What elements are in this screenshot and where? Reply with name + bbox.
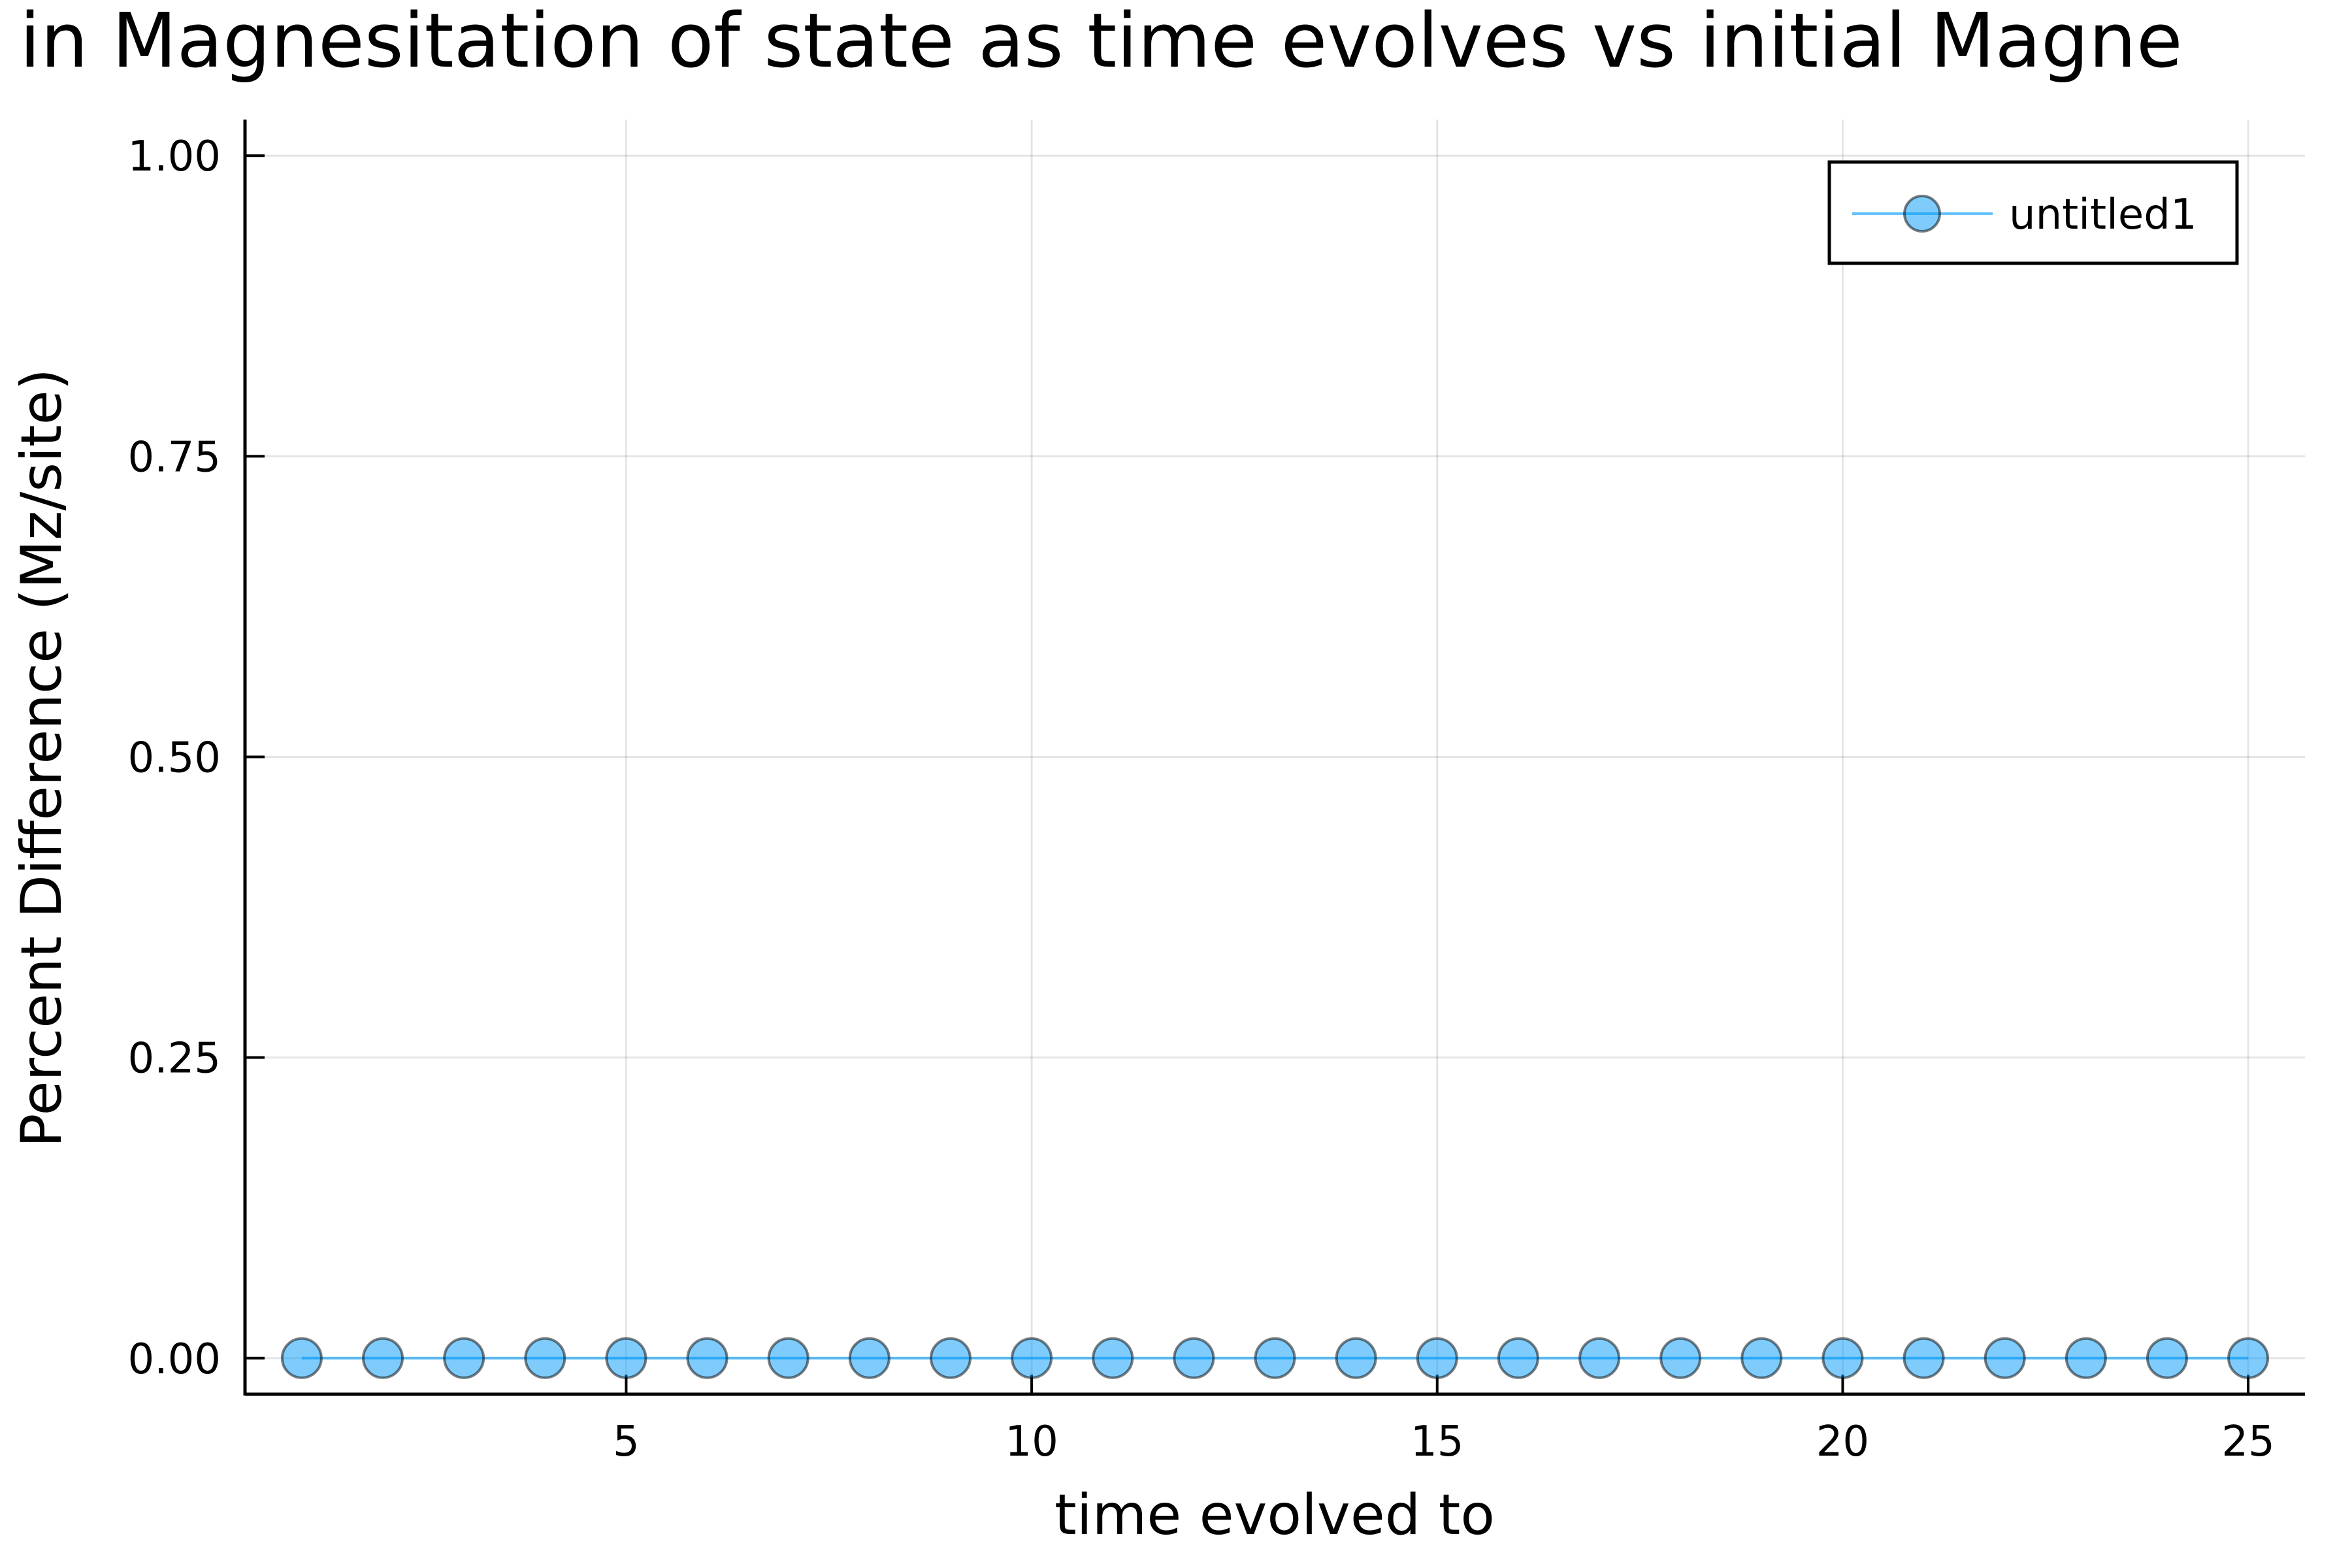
data-point — [767, 1337, 809, 1379]
data-point — [1659, 1337, 1702, 1379]
data-point — [2227, 1337, 2270, 1379]
data-point — [929, 1337, 972, 1379]
data-point — [1335, 1337, 1377, 1379]
y-tick-label: 0.50 — [128, 734, 221, 783]
data-point — [1497, 1337, 1539, 1379]
data-point — [2146, 1337, 2188, 1379]
legend-marker-swatch — [1903, 195, 1941, 233]
data-point — [1903, 1337, 1945, 1379]
chart-title: in Magnesitation of state as time evolve… — [20, 0, 2183, 85]
x-tick-label: 10 — [1005, 1418, 1058, 1466]
data-point — [605, 1337, 647, 1379]
data-point — [1092, 1337, 1134, 1379]
data-point — [1416, 1337, 1458, 1379]
legend: untitled1 — [1827, 160, 2239, 265]
ticks-layer: 5 10 15 20 25 0.00 0.25 0.50 0.75 1.00 — [128, 133, 2275, 1466]
data-point — [848, 1337, 890, 1379]
data-point — [1984, 1337, 2026, 1379]
y-tick-label: 1.00 — [128, 133, 221, 181]
series-layer — [280, 1337, 2270, 1379]
y-tick-label: 0.25 — [128, 1035, 221, 1083]
y-axis-label: Percent Difference (Mz/site) — [9, 368, 74, 1147]
y-tick-label: 0.00 — [128, 1335, 221, 1384]
data-point — [2065, 1337, 2107, 1379]
data-point — [1254, 1337, 1296, 1379]
x-tick-label: 5 — [613, 1418, 640, 1466]
data-point — [280, 1337, 323, 1379]
y-tick-label: 0.75 — [128, 433, 221, 482]
x-axis-label: time evolved to — [1054, 1482, 1495, 1548]
data-point — [362, 1337, 404, 1379]
x-tick-label: 25 — [2221, 1418, 2274, 1466]
data-point — [1011, 1337, 1053, 1379]
data-point — [686, 1337, 728, 1379]
data-point — [1821, 1337, 1864, 1379]
x-tick-label: 15 — [1411, 1418, 1463, 1466]
x-tick-label: 20 — [1816, 1418, 1869, 1466]
data-point — [443, 1337, 485, 1379]
data-point — [1740, 1337, 1783, 1379]
data-point — [1173, 1337, 1215, 1379]
data-point — [1578, 1337, 1621, 1379]
legend-series-label: untitled1 — [2009, 191, 2197, 239]
data-point — [524, 1337, 566, 1379]
